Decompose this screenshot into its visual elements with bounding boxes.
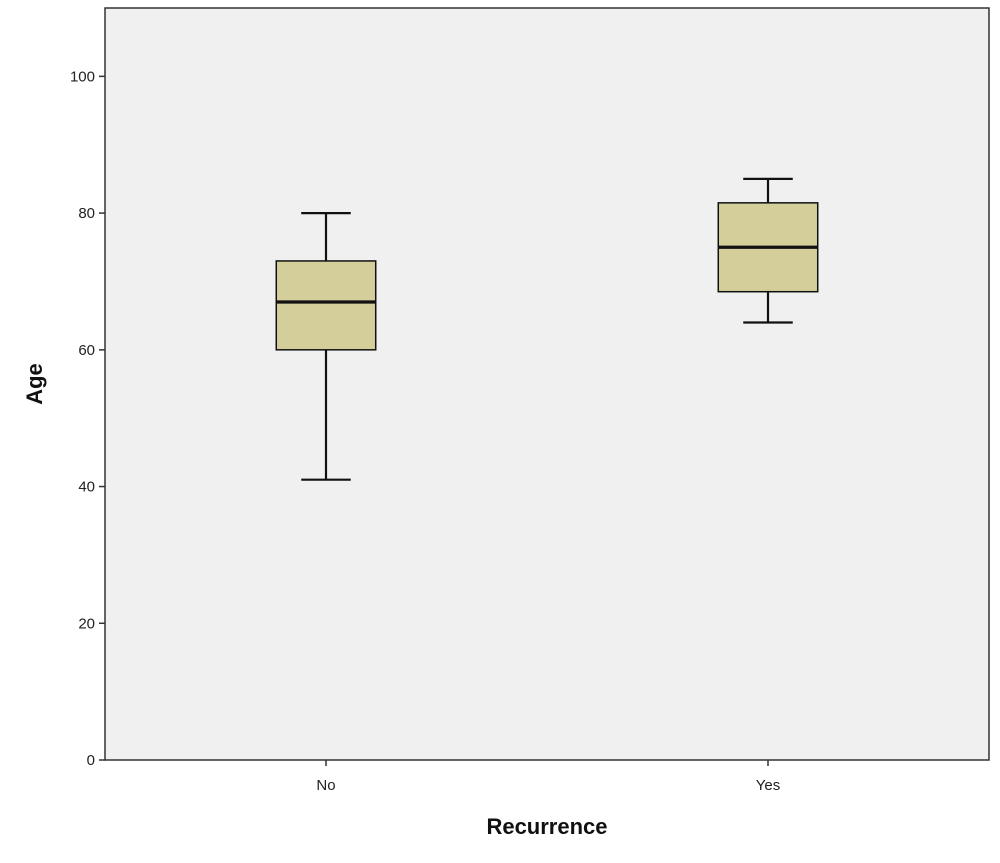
x-tick-label: No xyxy=(316,777,335,794)
y-tick-label: 20 xyxy=(78,615,95,632)
plot-area xyxy=(104,7,990,761)
boxes-group xyxy=(275,177,819,481)
y-axis: 0 20 40 60 80 100 xyxy=(70,68,105,769)
x-tick-label: Yes xyxy=(756,777,780,794)
y-tick-label: 80 xyxy=(78,205,95,222)
y-tick-label: 0 xyxy=(87,752,95,769)
box-iqr xyxy=(275,260,377,351)
box-no xyxy=(275,211,377,481)
y-tick-label: 40 xyxy=(78,479,95,496)
y-tick-label: 100 xyxy=(70,68,95,85)
x-axis: No Yes xyxy=(316,760,780,794)
y-axis-title: Age xyxy=(22,363,47,405)
box-yes xyxy=(717,177,819,324)
x-axis-title: Recurrence xyxy=(486,814,607,839)
y-tick-label: 60 xyxy=(78,342,95,359)
